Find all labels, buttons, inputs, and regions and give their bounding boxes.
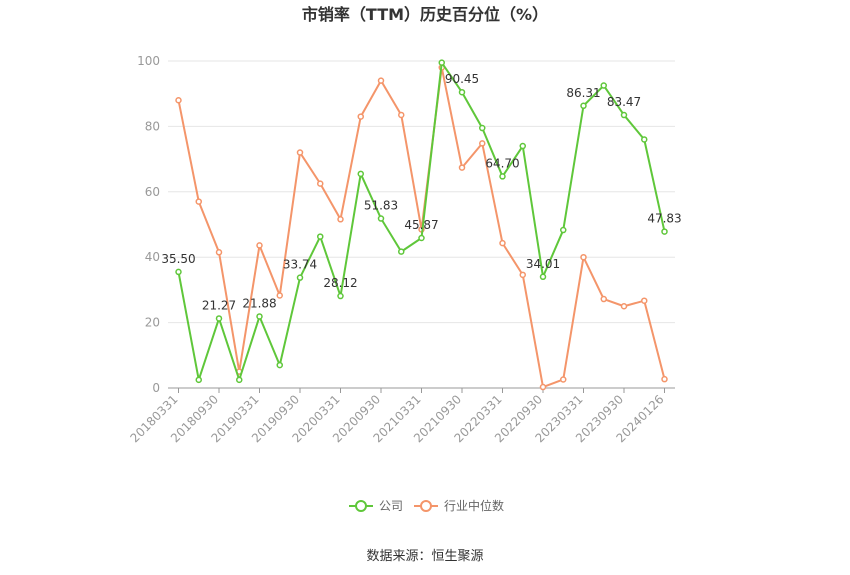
point-company[interactable] xyxy=(519,142,526,150)
chart-title: 市销率（TTM）历史百分位（%） xyxy=(302,5,548,24)
y-tick-label: 60 xyxy=(145,185,160,199)
point-industry[interactable] xyxy=(600,295,607,303)
legend-label: 公司 xyxy=(379,499,403,513)
point-company[interactable] xyxy=(236,376,243,384)
point-company[interactable] xyxy=(317,233,324,240)
data-label: 64.70 xyxy=(485,156,519,170)
point-company[interactable] xyxy=(195,376,202,384)
point-company[interactable] xyxy=(175,268,182,276)
data-label: 33.74 xyxy=(283,258,317,272)
data-label: 90.45 xyxy=(445,72,479,86)
data-label: 83.47 xyxy=(607,95,641,109)
point-industry[interactable] xyxy=(519,271,526,279)
point-company[interactable] xyxy=(539,273,547,281)
point-company[interactable] xyxy=(276,361,283,369)
point-industry[interactable] xyxy=(620,303,628,310)
point-company[interactable] xyxy=(479,124,486,132)
data-label: 86.31 xyxy=(566,86,600,100)
point-company[interactable] xyxy=(377,215,385,222)
point-industry[interactable] xyxy=(661,375,668,383)
y-tick-label: 80 xyxy=(145,119,160,133)
point-company[interactable] xyxy=(418,234,425,242)
point-company[interactable] xyxy=(641,136,648,143)
y-tick-label: 20 xyxy=(145,316,160,330)
source-note: 数据来源：恒生聚源 xyxy=(366,549,483,564)
legend-item-industry[interactable]: 行业中位数 xyxy=(414,498,504,513)
point-company[interactable] xyxy=(620,111,628,119)
point-company[interactable] xyxy=(438,59,445,66)
point-company[interactable] xyxy=(398,248,405,255)
point-industry[interactable] xyxy=(276,292,283,299)
point-industry[interactable] xyxy=(337,216,344,223)
legend[interactable]: 公司 行业中位数 xyxy=(349,498,504,513)
point-company[interactable] xyxy=(256,313,263,320)
legend-marker-icon xyxy=(355,500,367,512)
point-industry[interactable] xyxy=(560,376,567,383)
point-industry[interactable] xyxy=(377,77,385,84)
legend-marker-icon xyxy=(420,500,432,512)
point-company[interactable] xyxy=(661,228,668,235)
point-company[interactable] xyxy=(357,170,364,178)
y-tick-label: 100 xyxy=(137,54,160,68)
data-label: 51.83 xyxy=(364,199,398,213)
point-company[interactable] xyxy=(337,292,344,300)
point-company[interactable] xyxy=(499,173,506,180)
point-industry[interactable] xyxy=(357,113,364,120)
y-tick-label: 0 xyxy=(152,381,160,395)
point-company[interactable] xyxy=(600,82,607,89)
data-label: 47.83 xyxy=(647,212,681,226)
point-industry[interactable] xyxy=(580,253,587,261)
point-industry[interactable] xyxy=(398,111,405,119)
point-company[interactable] xyxy=(580,102,587,110)
legend-item-company[interactable]: 公司 xyxy=(349,499,403,513)
point-company[interactable] xyxy=(560,226,567,234)
point-industry[interactable] xyxy=(256,242,263,249)
legend-label: 行业中位数 xyxy=(444,498,504,513)
point-company[interactable] xyxy=(458,88,466,96)
point-company[interactable] xyxy=(215,315,223,322)
point-industry[interactable] xyxy=(215,249,223,256)
series xyxy=(175,59,668,391)
point-industry[interactable] xyxy=(317,180,324,187)
point-industry[interactable] xyxy=(458,164,466,171)
point-industry[interactable] xyxy=(296,149,304,156)
point-industry[interactable] xyxy=(641,297,648,304)
data-labels: 35.50 21.27 21.88 33.74 28.12 51.83 45.87 90.45… xyxy=(161,72,681,312)
data-label: 21.27 xyxy=(202,298,236,312)
data-label: 21.88 xyxy=(242,296,276,310)
data-label: 34.01 xyxy=(526,257,560,271)
point-company[interactable] xyxy=(296,274,304,281)
y-tick-label: 40 xyxy=(145,250,160,264)
point-industry[interactable] xyxy=(479,140,486,147)
point-industry[interactable] xyxy=(175,96,182,104)
data-label: 35.50 xyxy=(161,252,195,266)
point-industry[interactable] xyxy=(195,198,202,205)
data-label: 28.12 xyxy=(323,276,357,290)
point-industry[interactable] xyxy=(539,383,547,391)
data-label: 45.87 xyxy=(404,218,438,232)
point-industry[interactable] xyxy=(499,239,506,247)
